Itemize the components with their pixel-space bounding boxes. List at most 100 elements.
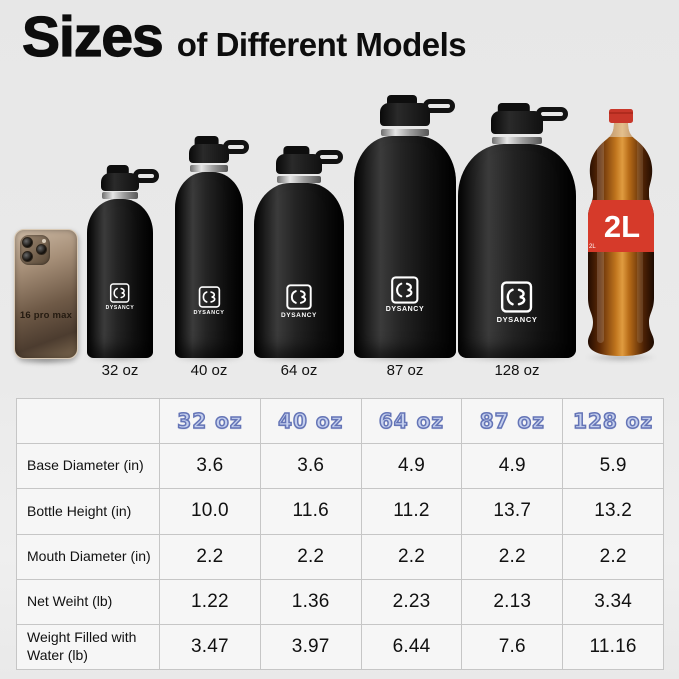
row-label-bottle-height: Bottle Height (in) [17, 489, 159, 534]
column-header-87oz: 87 oz [462, 399, 563, 444]
spec-value: 11.2 [361, 489, 462, 534]
spec-value: 2.2 [462, 534, 563, 579]
table-corner-cell [17, 399, 159, 444]
bottle-cap-knob [497, 103, 530, 113]
size-label-64oz: 64 oz [280, 362, 318, 379]
title-subtitle: of Different Models [176, 26, 467, 63]
spec-value: 13.2 [563, 489, 663, 534]
spec-value: 10.0 [160, 489, 260, 534]
size-label-128oz: 128 oz [494, 362, 540, 379]
bottle-cap-knob [387, 95, 417, 105]
bottle-cap [101, 173, 139, 191]
bottle-body [175, 172, 243, 358]
bottle-87oz: DYSANCY [354, 95, 456, 358]
bottle-steel-collar [381, 129, 429, 136]
bottle-cap-knob [194, 136, 219, 146]
spec-value: 5.9 [563, 444, 663, 489]
soda-bottle-graphic: 2L 2L [588, 109, 654, 356]
camera-lens-icon [22, 237, 33, 248]
dysancy-logo-mark-icon [110, 283, 130, 303]
bottle-128oz: DYSANCY [458, 103, 576, 358]
spec-value: 4.9 [361, 444, 462, 489]
bottle-steel-collar [102, 192, 138, 199]
spec-value: 13.7 [462, 489, 563, 534]
bottle-steel-collar [492, 137, 542, 144]
brand-name: DYSANCY [193, 310, 225, 316]
bottle-cap-knob [106, 165, 129, 175]
spec-value: 4.9 [462, 444, 563, 489]
bottle-40oz: DYSANCY [175, 136, 249, 358]
column-header-64oz: 64 oz [361, 399, 462, 444]
spec-value: 3.6 [160, 444, 260, 489]
spec-table: 32 oz 40 oz 64 oz 87 oz 128 oz Base Diam… [16, 398, 664, 670]
dysancy-logo: DYSANCY [106, 283, 135, 311]
spec-value: 6.44 [361, 624, 462, 669]
bottle-steel-collar [190, 165, 228, 172]
dysancy-logo-mark-icon [501, 281, 533, 313]
spec-value: 1.36 [260, 579, 361, 624]
size-label-32oz: 32 oz [101, 362, 139, 379]
bottle-cap [276, 154, 322, 174]
dysancy-logo-mark-icon [391, 276, 419, 304]
phone-label: 16 pro max [19, 310, 73, 321]
bottle-body [354, 136, 456, 358]
phone-camera-module [20, 235, 50, 265]
spec-value: 2.2 [361, 534, 462, 579]
spec-value: 2.2 [160, 534, 260, 579]
soda-label [588, 200, 654, 252]
bottle-body [87, 199, 153, 358]
bottle-cap [491, 111, 543, 134]
brand-name: DYSANCY [105, 305, 135, 311]
soda-bottle-2l: 2L 2L [583, 108, 659, 358]
bottle-32oz: DYSANCY [87, 165, 159, 358]
row-label-mouth-diameter: Mouth Diameter (in) [17, 534, 159, 579]
dysancy-logo-mark-icon [286, 284, 312, 310]
bottle-steel-collar [277, 176, 321, 183]
spec-value: 2.2 [260, 534, 361, 579]
title-main: Sizes [21, 4, 164, 69]
soda-label-side-text: 2L [589, 244, 596, 250]
dysancy-logo: DYSANCY [497, 281, 538, 324]
dysancy-logo: DYSANCY [193, 286, 224, 316]
spec-value: 3.47 [160, 624, 260, 669]
coke-shadow [585, 353, 657, 362]
spec-value: 1.22 [160, 579, 260, 624]
spec-value: 11.6 [260, 489, 361, 534]
camera-flash-icon [42, 239, 46, 243]
dysancy-logo-mark-icon [198, 286, 220, 308]
spec-value: 3.6 [260, 444, 361, 489]
bottle-cap [189, 144, 229, 163]
phone-shadow [14, 356, 78, 365]
brand-name: DYSANCY [496, 315, 538, 324]
spec-value: 2.13 [462, 579, 563, 624]
spec-value: 7.6 [462, 624, 563, 669]
camera-lens-icon [36, 244, 47, 255]
size-label-40oz: 40 oz [190, 362, 228, 379]
size-label-87oz: 87 oz [386, 362, 424, 379]
spec-value: 2.2 [563, 534, 663, 579]
soda-cap [609, 109, 633, 123]
row-label-net-weight: Net Weiht (lb) [17, 579, 159, 624]
spec-value: 3.34 [563, 579, 663, 624]
column-header-32oz: 32 oz [160, 399, 260, 444]
iphone-16-pro-max: 16 pro max [14, 229, 78, 359]
bottle-body [458, 144, 576, 358]
page-title: Sizes of Different Models [21, 4, 467, 70]
bottle-cap [380, 103, 430, 126]
bottle-body [254, 183, 344, 358]
bottle-64oz: DYSANCY [254, 146, 344, 358]
column-header-128oz: 128 oz [563, 399, 663, 444]
soda-label-text: 2L [604, 209, 640, 244]
row-label-base-diameter: Base Diameter (in) [17, 444, 159, 489]
spec-value: 3.97 [260, 624, 361, 669]
column-header-40oz: 40 oz [260, 399, 361, 444]
row-label-filled-weight: Weight Filled with Water (lb) [17, 624, 159, 669]
brand-name: DYSANCY [281, 312, 317, 319]
dysancy-logo: DYSANCY [386, 276, 424, 313]
brand-name: DYSANCY [385, 306, 425, 313]
dysancy-logo: DYSANCY [281, 284, 317, 319]
camera-lens-icon [22, 251, 33, 262]
spec-value: 2.23 [361, 579, 462, 624]
bottle-cap-knob [283, 146, 310, 156]
